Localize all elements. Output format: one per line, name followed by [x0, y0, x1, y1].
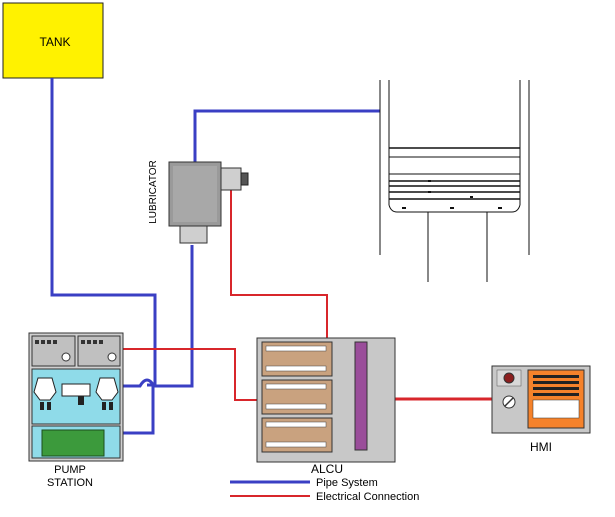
legend-electrical-label: Electrical Connection: [316, 491, 419, 503]
machine-notches: [402, 180, 502, 209]
alcu: ALCU: [256, 337, 396, 476]
legend-pipe-label: Pipe System: [316, 477, 378, 489]
hmi: HMI: [491, 365, 591, 454]
pump-panel-left-knob: [61, 352, 71, 362]
pipe-pump-to-lubricator: [170, 245, 194, 388]
wire-pump-to-alcu: [123, 348, 262, 401]
pump-manifold: [61, 383, 91, 397]
lubricator-label: LUBRICATOR: [148, 160, 159, 224]
pump-left-motor: [33, 377, 57, 401]
pipe-system-lines: [50, 78, 380, 435]
alcu-rail: [354, 341, 368, 451]
alcu-module-terminals: [265, 345, 327, 448]
pump-panel-right-knob: [107, 352, 117, 362]
lubricator-face: [173, 166, 217, 222]
lubricator-outlet: [179, 225, 208, 244]
tank: TANK: [2, 2, 104, 79]
hmi-label: HMI: [530, 440, 552, 454]
lubricator: LUBRICATOR: [148, 160, 249, 244]
pipe-lubricator-to-machine: [193, 109, 380, 162]
pipe-pump-return: [123, 386, 155, 435]
lubricator-connector-cap: [240, 172, 249, 186]
pump-station: PUMP STATION: [28, 332, 124, 489]
hmi-key-slot: [504, 397, 514, 407]
pump-right-motor: [95, 377, 119, 401]
tank-label: TANK: [39, 35, 70, 49]
lubricator-connector: [220, 167, 242, 191]
hmi-screen-keys: [533, 375, 579, 396]
pump-panel-indicators: [35, 340, 103, 344]
wire-lubricator-to-alcu: [230, 190, 328, 340]
hmi-keypad: [532, 399, 580, 419]
tank-box: [2, 2, 104, 79]
alcu-label: ALCU: [311, 462, 343, 476]
pump-station-label-line1: PUMP: [54, 464, 86, 476]
pump-station-label-line2: STATION: [47, 477, 93, 489]
pump-feet: [40, 396, 113, 410]
hmi-screen: [527, 369, 585, 429]
machine: [379, 80, 530, 282]
pipe-pump-crossover: [123, 378, 170, 388]
machine-lower-arc: [388, 204, 521, 213]
pump-reservoir-tank: [41, 429, 105, 457]
legend: Pipe System Electrical Connection: [230, 477, 419, 503]
electrical-lines: [123, 190, 492, 401]
hmi-alarm-lamp: [503, 372, 515, 384]
